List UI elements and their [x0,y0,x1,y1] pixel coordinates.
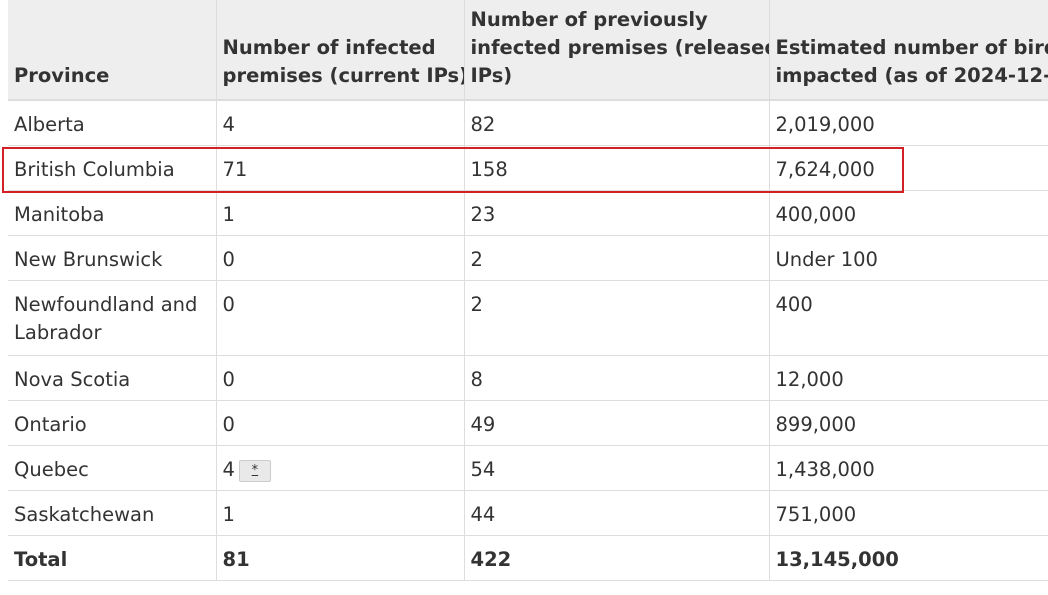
cell-birds-impacted: Under 100 [768,235,1048,281]
cell-birds-impacted: 12,000 [768,355,1048,401]
table-row: Saskatchewan 1 44 751,000 [8,490,1048,536]
total-released-ips: 422 [463,535,769,581]
cell-released-ips: 2 [463,280,769,356]
total-current-ips: 81 [215,535,464,581]
cell-birds-impacted: 2,019,000 [768,100,1048,146]
cell-released-ips: 8 [463,355,769,401]
cell-province: Manitoba [8,190,216,236]
table-row: Nova Scotia 0 8 12,000 [8,355,1048,401]
footnote-link[interactable]: * [238,459,271,482]
header-released-ips: Number of previously infected premises (… [463,0,770,101]
header-line: Estimated number of birds [775,36,1048,59]
total-row: Total 81 422 13,145,000 [8,535,1048,581]
table-header: Province Number of infected premises (cu… [8,0,1048,101]
cell-province: Alberta [8,100,216,146]
table-row: Quebec 4 * 54 1,438,000 [8,445,1048,491]
table-row: Alberta 4 82 2,019,000 [8,100,1048,146]
cell-province: New Brunswick [8,235,216,281]
cell-released-ips: 23 [463,190,769,236]
cell-birds-impacted: 899,000 [768,400,1048,446]
header-province: Province [8,0,216,101]
cell-released-ips: 54 [463,445,769,491]
table-row-highlighted: British Columbia 71 158 7,624,000 [8,145,1048,191]
cell-current-ips: 4 * [215,445,464,491]
header-line: impacted (as of 2024-12-06) [775,64,1048,87]
total-birds-impacted: 13,145,000 [768,535,1048,581]
cell-birds-impacted: 400 [768,280,1048,356]
cell-birds-impacted: 1,438,000 [768,445,1048,491]
cell-province: Saskatchewan [8,490,216,536]
cell-released-ips: 44 [463,490,769,536]
table-body: Alberta 4 82 2,019,000 British Columbia … [8,100,1048,536]
cell-birds-impacted: 7,624,000 [768,145,1048,191]
cell-current-ips-value: 4 [222,457,235,481]
header-line: IPs) [470,64,513,87]
cell-current-ips: 0 [215,280,464,356]
cell-province: Nova Scotia [8,355,216,401]
cell-released-ips: 49 [463,400,769,446]
cell-current-ips: 0 [215,355,464,401]
cell-province: British Columbia [8,145,216,191]
cell-province: Quebec [8,445,216,491]
infected-premises-table: Province Number of infected premises (cu… [8,0,1048,581]
table-row: Manitoba 1 23 400,000 [8,190,1048,236]
cell-current-ips: 0 [215,235,464,281]
cell-current-ips: 0 [215,400,464,446]
cell-current-ips: 4 [215,100,464,146]
cell-released-ips: 2 [463,235,769,281]
table-row: Newfoundland and Labrador 0 2 400 [8,280,1048,356]
cell-province: Newfoundland and Labrador [8,280,216,356]
cell-released-ips: 82 [463,100,769,146]
cell-birds-impacted: 751,000 [768,490,1048,536]
header-line: Number of previously [470,8,708,31]
header-row: Province Number of infected premises (cu… [8,0,1048,101]
header-birds-impacted: Estimated number of birds impacted (as o… [768,0,1048,101]
header-current-ips: Number of infected premises (current IPs… [215,0,465,101]
header-line: infected premises (released [470,36,770,59]
header-province-line: Province [14,64,110,87]
cell-birds-impacted: 400,000 [768,190,1048,236]
cell-province: Ontario [8,400,216,446]
cell-released-ips: 158 [463,145,769,191]
header-line: Number of infected [222,36,436,59]
cell-current-ips: 71 [215,145,464,191]
table-footer: Total 81 422 13,145,000 [8,535,1048,581]
table-row: New Brunswick 0 2 Under 100 [8,235,1048,281]
table-row: Ontario 0 49 899,000 [8,400,1048,446]
cell-current-ips: 1 [215,490,464,536]
header-line: premises (current IPs) [222,64,465,87]
cell-current-ips: 1 [215,190,464,236]
total-label: Total [8,535,216,581]
